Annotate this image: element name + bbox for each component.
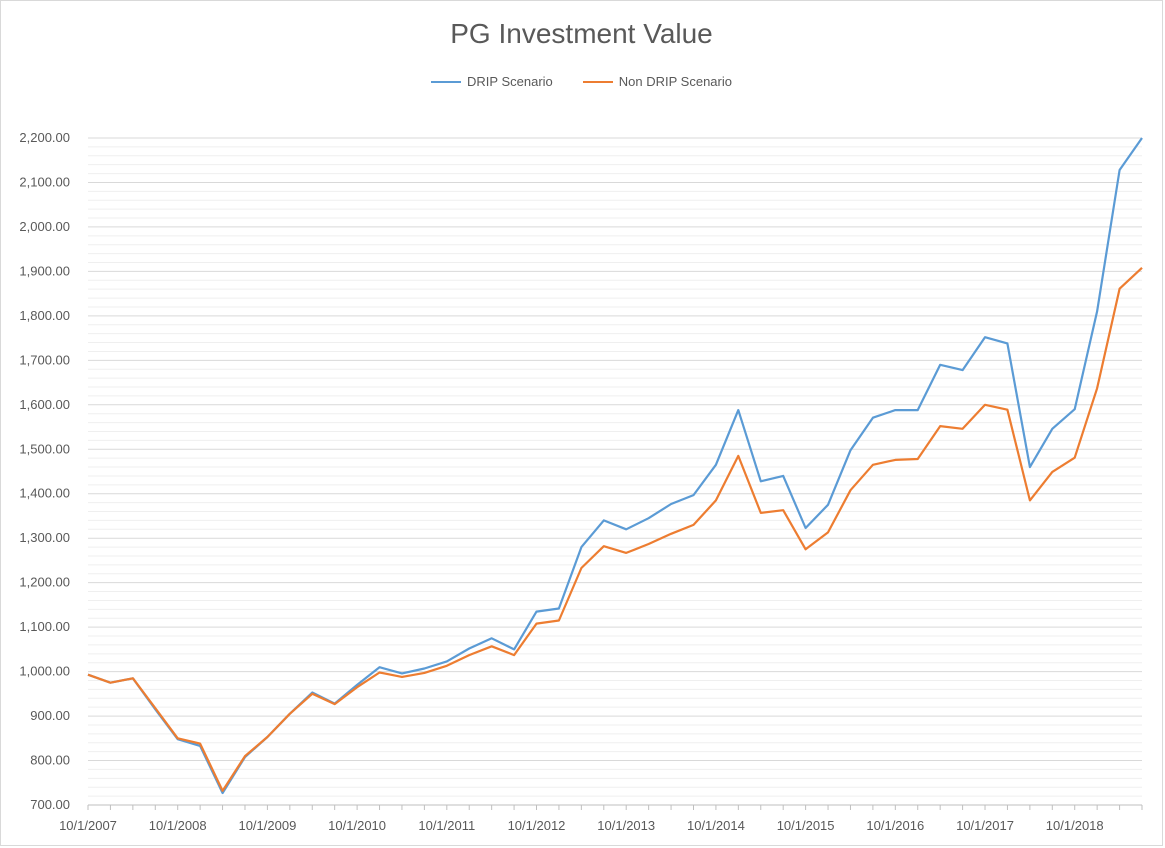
y-tick-label: 1,700.00 xyxy=(19,352,70,367)
x-tick-label: 10/1/2011 xyxy=(418,818,475,833)
legend: DRIP Scenario Non DRIP Scenario xyxy=(0,74,1163,89)
legend-swatch-non-drip xyxy=(582,80,613,83)
x-tick-label: 10/1/2017 xyxy=(956,818,1014,833)
legend-item-drip: DRIP Scenario xyxy=(431,74,553,89)
x-tick-label: 10/1/2010 xyxy=(328,818,386,833)
x-tick-label: 10/1/2008 xyxy=(149,818,207,833)
y-tick-label: 900.00 xyxy=(30,708,70,723)
y-tick-label: 1,000.00 xyxy=(19,664,70,679)
chart-title: PG Investment Value xyxy=(450,18,713,49)
x-tick-label: 10/1/2016 xyxy=(866,818,924,833)
y-tick-label: 1,200.00 xyxy=(19,575,70,590)
legend-label-drip: DRIP Scenario xyxy=(467,74,553,89)
x-tick-label: 10/1/2018 xyxy=(1046,818,1104,833)
x-tick-label: 10/1/2012 xyxy=(508,818,566,833)
y-tick-label: 2,200.00 xyxy=(19,130,70,145)
y-tick-label: 1,500.00 xyxy=(19,441,70,456)
y-tick-label: 800.00 xyxy=(30,753,70,768)
y-tick-label: 2,000.00 xyxy=(19,219,70,234)
y-tick-label: 2,100.00 xyxy=(19,174,70,189)
series-line-non-drip xyxy=(87,266,1143,792)
x-tick-label: 10/1/2014 xyxy=(687,818,745,833)
y-tick-label: 1,800.00 xyxy=(19,308,70,323)
y-tick-label: 1,400.00 xyxy=(19,486,70,501)
y-tick-label: 700.00 xyxy=(30,797,70,812)
x-tick-label: 10/1/2007 xyxy=(59,818,117,833)
y-tick-label: 1,900.00 xyxy=(19,263,70,278)
legend-item-non-drip: Non DRIP Scenario xyxy=(582,74,732,89)
x-tick-label: 10/1/2013 xyxy=(597,818,655,833)
x-tick-label: 10/1/2015 xyxy=(777,818,835,833)
x-tick-label: 10/1/2009 xyxy=(238,818,296,833)
legend-label-non-drip: Non DRIP Scenario xyxy=(618,74,732,89)
y-tick-label: 1,300.00 xyxy=(19,530,70,545)
legend-swatch-drip xyxy=(431,80,462,83)
y-tick-label: 1,100.00 xyxy=(19,619,70,634)
y-tick-label: 1,600.00 xyxy=(19,397,70,412)
